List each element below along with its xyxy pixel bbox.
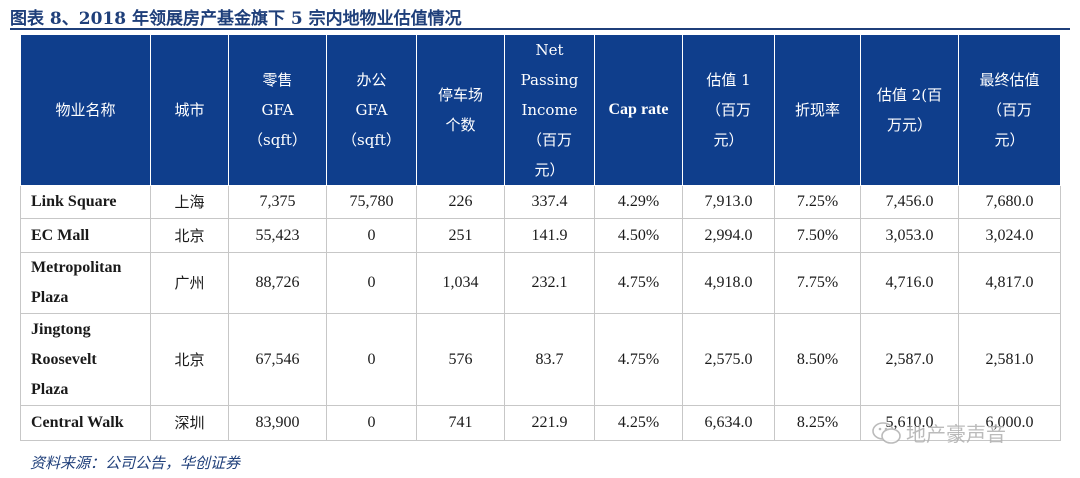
cell-office-gfa: 0 <box>326 218 417 253</box>
table-row: Link Square 上海 7,375 75,780 226 337.4 4.29% 7,9… <box>20 185 1061 219</box>
cell-office-gfa: 0 <box>326 405 417 441</box>
cell-city: 北京 <box>150 313 229 406</box>
cell-name: Link Square <box>20 185 151 219</box>
cell-retail-gfa: 55,423 <box>228 218 327 253</box>
cell-val1: 2,994.0 <box>682 218 775 253</box>
cell-name: Metropolitan Plaza <box>20 252 151 314</box>
cell-final: 6,000.0 <box>958 405 1061 441</box>
cell-val2: 3,053.0 <box>860 218 959 253</box>
column-header: 估值 2(百 万元） <box>860 34 959 186</box>
cell-final: 3,024.0 <box>958 218 1061 253</box>
column-header: 最终估值 （百万 元） <box>958 34 1061 186</box>
cell-city: 深圳 <box>150 405 229 441</box>
cell-val2: 4,716.0 <box>860 252 959 314</box>
cell-parking: 741 <box>416 405 505 441</box>
cell-cap-rate: 4.29% <box>594 185 683 219</box>
cell-final: 2,581.0 <box>958 313 1061 406</box>
cell-val1: 2,575.0 <box>682 313 775 406</box>
cell-val1: 7,913.0 <box>682 185 775 219</box>
cell-discount: 8.25% <box>774 405 861 441</box>
cell-cap-rate: 4.75% <box>594 313 683 406</box>
cell-npi: 337.4 <box>504 185 595 219</box>
table-row: EC Mall 北京 55,423 0 251 141.9 4.50% 2,994.0 7.50… <box>20 218 1061 253</box>
cell-final: 7,680.0 <box>958 185 1061 219</box>
cell-parking: 576 <box>416 313 505 406</box>
cell-discount: 8.50% <box>774 313 861 406</box>
cell-val2: 2,587.0 <box>860 313 959 406</box>
table-header-row: 物业名称 城市 零售 GFA （sqft） 办公 GFA （sqft） 停车场 个数 Ne… <box>20 34 1061 186</box>
cell-office-gfa: 75,780 <box>326 185 417 219</box>
cell-name: Central Walk <box>20 405 151 441</box>
cell-retail-gfa: 7,375 <box>228 185 327 219</box>
cell-parking: 1,034 <box>416 252 505 314</box>
cell-npi: 221.9 <box>504 405 595 441</box>
cell-discount: 7.75% <box>774 252 861 314</box>
cell-npi: 141.9 <box>504 218 595 253</box>
watermark-text: 地产豪声音 <box>906 422 1006 446</box>
cell-city: 广州 <box>150 252 229 314</box>
cell-final: 4,817.0 <box>958 252 1061 314</box>
title-divider <box>10 28 1070 30</box>
column-header: 停车场 个数 <box>416 34 505 186</box>
column-header: Cap rate <box>594 34 683 186</box>
cell-npi: 232.1 <box>504 252 595 314</box>
cell-office-gfa: 0 <box>326 313 417 406</box>
cell-name: Jingtong Roosevelt Plaza <box>20 313 151 406</box>
table-row: Metropolitan Plaza 广州 88,726 0 1,034 232.1 4.7… <box>20 252 1061 314</box>
valuation-table: 物业名称 城市 零售 GFA （sqft） 办公 GFA （sqft） 停车场 个数 Ne… <box>20 34 1061 441</box>
cell-discount: 7.50% <box>774 218 861 253</box>
column-header: 折现率 <box>774 34 861 186</box>
cell-parking: 226 <box>416 185 505 219</box>
cell-val2: 5,610.0 <box>860 405 959 441</box>
table-row: Central Walk 深圳 83,900 0 741 221.9 4.25% 6,634.… <box>20 405 1061 441</box>
cell-retail-gfa: 67,546 <box>228 313 327 406</box>
cell-discount: 7.25% <box>774 185 861 219</box>
cell-npi: 83.7 <box>504 313 595 406</box>
column-header: 物业名称 <box>20 34 151 186</box>
cell-city: 北京 <box>150 218 229 253</box>
cell-cap-rate: 4.50% <box>594 218 683 253</box>
cell-cap-rate: 4.75% <box>594 252 683 314</box>
cell-val1: 4,918.0 <box>682 252 775 314</box>
cell-city: 上海 <box>150 185 229 219</box>
wechat-icon <box>872 421 901 444</box>
cell-retail-gfa: 88,726 <box>228 252 327 314</box>
column-header: Net Passing Income （百万 元） <box>504 34 595 186</box>
cell-val1: 6,634.0 <box>682 405 775 441</box>
cell-office-gfa: 0 <box>326 252 417 314</box>
figure-title: 图表 8、2018 年领展房产基金旗下 5 宗内地物业估值情况 <box>10 9 462 29</box>
cell-name: EC Mall <box>20 218 151 253</box>
cell-parking: 251 <box>416 218 505 253</box>
column-header: 估值 1 （百万 元） <box>682 34 775 186</box>
table-row: Jingtong Roosevelt Plaza 北京 67,546 0 576 83.7… <box>20 313 1061 406</box>
cell-val2: 7,456.0 <box>860 185 959 219</box>
cell-cap-rate: 4.25% <box>594 405 683 441</box>
cell-retail-gfa: 83,900 <box>228 405 327 441</box>
column-header: 零售 GFA （sqft） <box>228 34 327 186</box>
watermark: 地产豪声音 <box>872 418 1006 447</box>
column-header: 办公 GFA （sqft） <box>326 34 417 186</box>
source-note: 资料来源：公司公告，华创证券 <box>30 454 241 472</box>
column-header: 城市 <box>150 34 229 186</box>
